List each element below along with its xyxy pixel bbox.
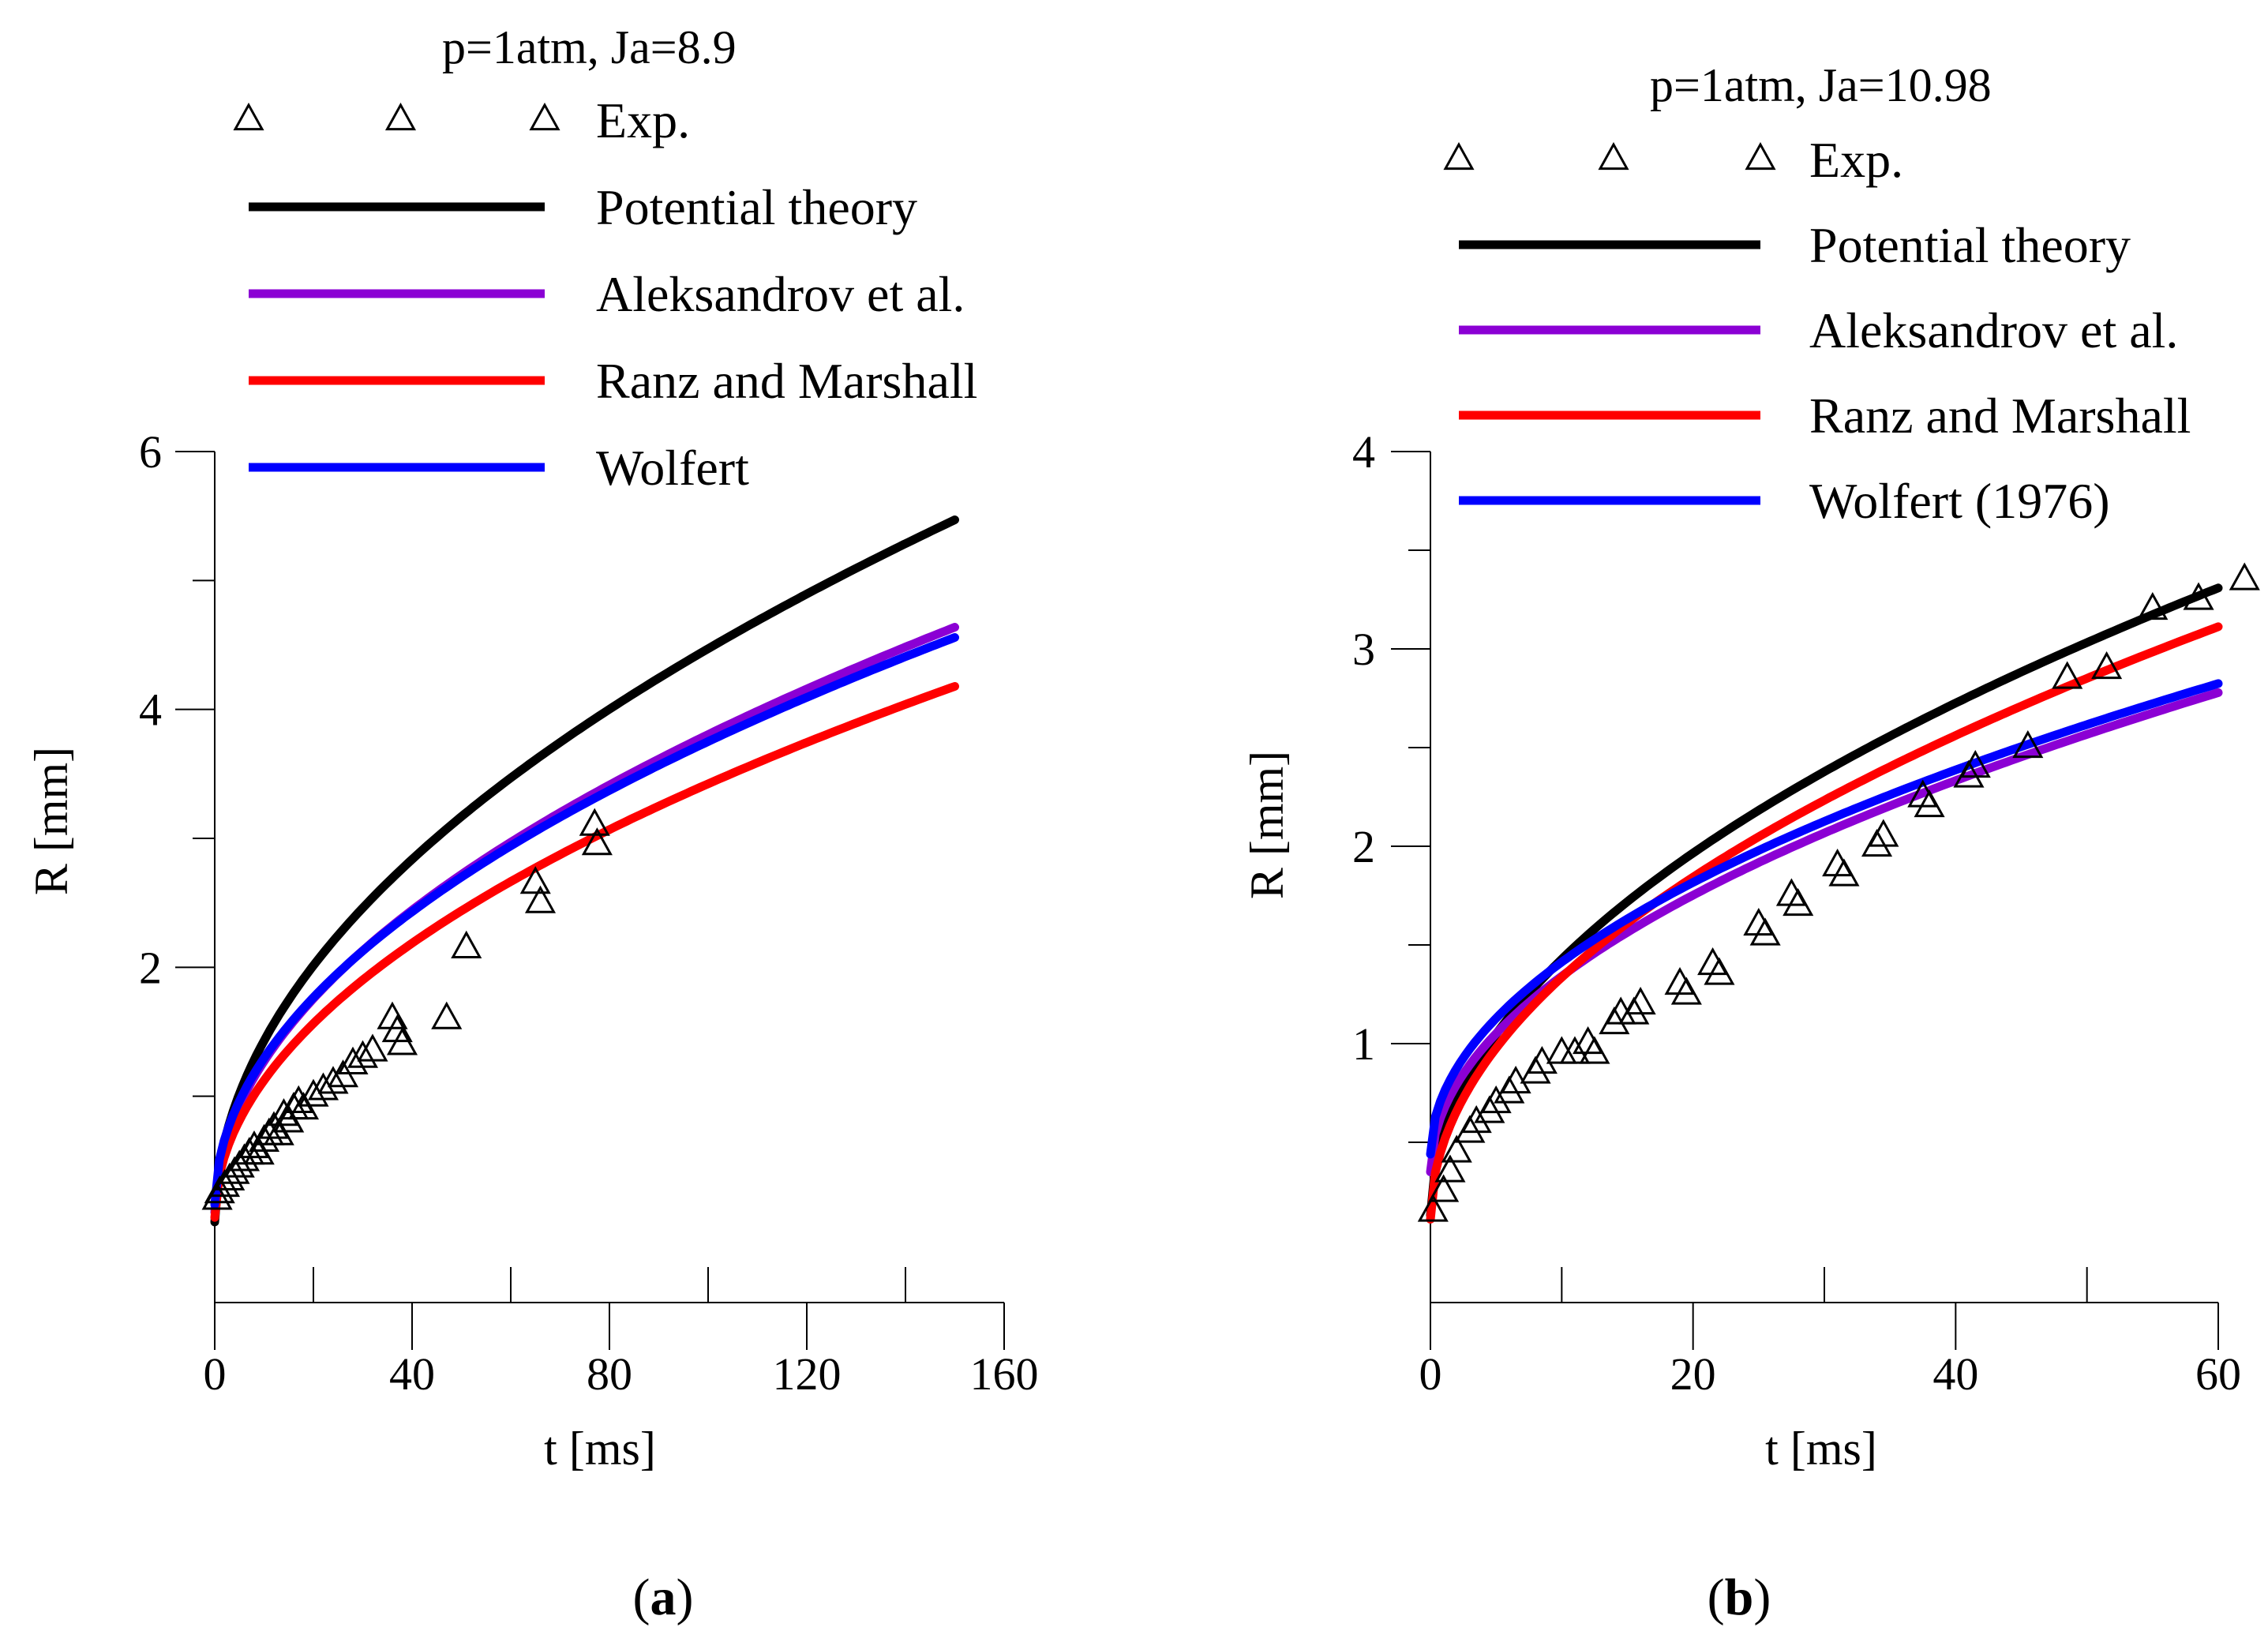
legend-label: Wolfert xyxy=(596,440,749,496)
series-line-wolfert xyxy=(210,633,959,1209)
exp-point xyxy=(1828,858,1860,887)
series-line-ranz-and-marshall xyxy=(210,682,959,1222)
x-tick-label: 160 xyxy=(970,1348,1039,1400)
exp-point xyxy=(1428,1174,1460,1202)
chart-title: p=1atm, Ja=10.98 xyxy=(1650,59,1992,111)
legend-marker-exp xyxy=(1598,141,1629,171)
legend-marker-exp xyxy=(1745,141,1776,171)
exp-point xyxy=(1480,1085,1512,1114)
series-line-aleksandrov-et-al- xyxy=(210,623,959,1217)
caption-paren: ( xyxy=(1708,1569,1725,1626)
x-tick-label: 80 xyxy=(587,1348,632,1400)
y-axis-label: R [mm] xyxy=(1241,751,1293,899)
exp-point xyxy=(1559,1036,1591,1064)
y-tick-label: 1 xyxy=(1352,1018,1375,1070)
caption-letter: a xyxy=(650,1569,677,1626)
caption-paren: ( xyxy=(633,1569,650,1626)
series-line-aleksandrov-et-al- xyxy=(1426,688,2223,1176)
exp-point xyxy=(317,1066,349,1094)
exp-point xyxy=(2137,591,2169,620)
legend: Exp. Potential theory Aleksandrov et al. Ra… xyxy=(1443,132,2191,529)
x-tick-label: 0 xyxy=(204,1348,227,1400)
exp-point xyxy=(581,827,613,856)
exp-point xyxy=(1579,1036,1610,1064)
y-tick-label: 6 xyxy=(139,426,162,478)
exp-point xyxy=(1670,977,1702,1005)
legend-label: Exp. xyxy=(596,92,690,148)
exp-point xyxy=(1460,1104,1492,1134)
panel-caption: (a) xyxy=(633,1569,694,1626)
legend-marker-exp xyxy=(529,102,560,131)
chart-title: p=1atm, Ja=8.9 xyxy=(442,21,737,73)
legend-label: Aleksandrov et al. xyxy=(596,266,965,322)
exp-point xyxy=(1434,1154,1466,1183)
legend-label: Aleksandrov et al. xyxy=(1809,302,2178,358)
x-tick-label: 20 xyxy=(1670,1348,1716,1400)
exp-point xyxy=(1914,789,1945,818)
series-line-ranz-and-marshall xyxy=(1426,622,2223,1224)
exp-point xyxy=(1625,986,1656,1015)
legend-label: Potential theory xyxy=(1809,217,2131,273)
caption-paren: ) xyxy=(1753,1569,1771,1626)
exp-point xyxy=(2229,562,2260,590)
y-tick-label: 4 xyxy=(139,684,162,736)
exp-point xyxy=(1417,1194,1449,1222)
series-lines xyxy=(210,515,959,1227)
exp-point xyxy=(1546,1036,1577,1064)
legend-label: Ranz and Marshall xyxy=(596,353,977,409)
y-tick-label: 4 xyxy=(1352,426,1375,478)
y-axis-label: R [mm] xyxy=(25,747,77,895)
exp-point xyxy=(2091,650,2123,680)
legend-label: Wolfert (1976) xyxy=(1809,473,2110,529)
exp-markers xyxy=(1417,562,2260,1222)
y-tick-label: 3 xyxy=(1352,624,1375,675)
series-lines xyxy=(1426,583,2223,1224)
legend-marker-exp xyxy=(384,102,417,131)
exp-point xyxy=(451,930,482,958)
legend-label: Exp. xyxy=(1809,132,1903,188)
series-line-potential-theory xyxy=(1426,583,2223,1220)
panel-caption: (b) xyxy=(1708,1569,1771,1626)
x-tick-label: 60 xyxy=(2195,1348,2241,1400)
x-tick-label: 40 xyxy=(1932,1348,1978,1400)
exp-point xyxy=(2052,661,2083,689)
x-tick-label: 120 xyxy=(773,1348,842,1400)
series-line-wolfert-1976- xyxy=(1426,679,2223,1159)
legend-label: Ranz and Marshall xyxy=(1809,388,2191,444)
exp-point xyxy=(524,885,557,913)
chart-panel-a: 2 4 6 0 40 80 120 160 t [ms] R [mm] p=1atm, Ja=8.9… xyxy=(25,21,1039,1626)
exp-point xyxy=(519,866,551,894)
x-tick-label: 40 xyxy=(389,1348,435,1400)
series-line-potential-theory xyxy=(210,515,959,1227)
y-tick-label: 2 xyxy=(139,942,162,993)
caption-paren: ) xyxy=(677,1569,694,1626)
exp-point xyxy=(431,1001,463,1029)
x-axis-label: t [ms] xyxy=(1765,1423,1877,1475)
x-axis-label: t [ms] xyxy=(544,1423,656,1475)
exp-point xyxy=(2012,729,2044,759)
exp-point xyxy=(1868,819,1899,847)
legend-marker-exp xyxy=(233,102,264,131)
exp-point xyxy=(347,1040,379,1068)
exp-point xyxy=(386,1027,418,1055)
legend: Exp. Potential theory Aleksandrov et al. Ra… xyxy=(233,92,977,496)
exp-point xyxy=(1749,917,1781,946)
exp-point xyxy=(1959,749,1991,778)
exp-point xyxy=(1783,887,1814,917)
exp-markers xyxy=(201,808,613,1210)
exp-point xyxy=(1441,1134,1472,1163)
y-tick-label: 2 xyxy=(1352,821,1375,872)
x-tick-label: 0 xyxy=(1419,1348,1442,1400)
exp-point xyxy=(2183,582,2214,610)
legend-label: Potential theory xyxy=(596,179,917,235)
exp-point xyxy=(1704,957,1735,985)
caption-letter: b xyxy=(1725,1569,1754,1626)
legend-marker-exp xyxy=(1443,141,1475,171)
exp-point xyxy=(357,1033,388,1062)
